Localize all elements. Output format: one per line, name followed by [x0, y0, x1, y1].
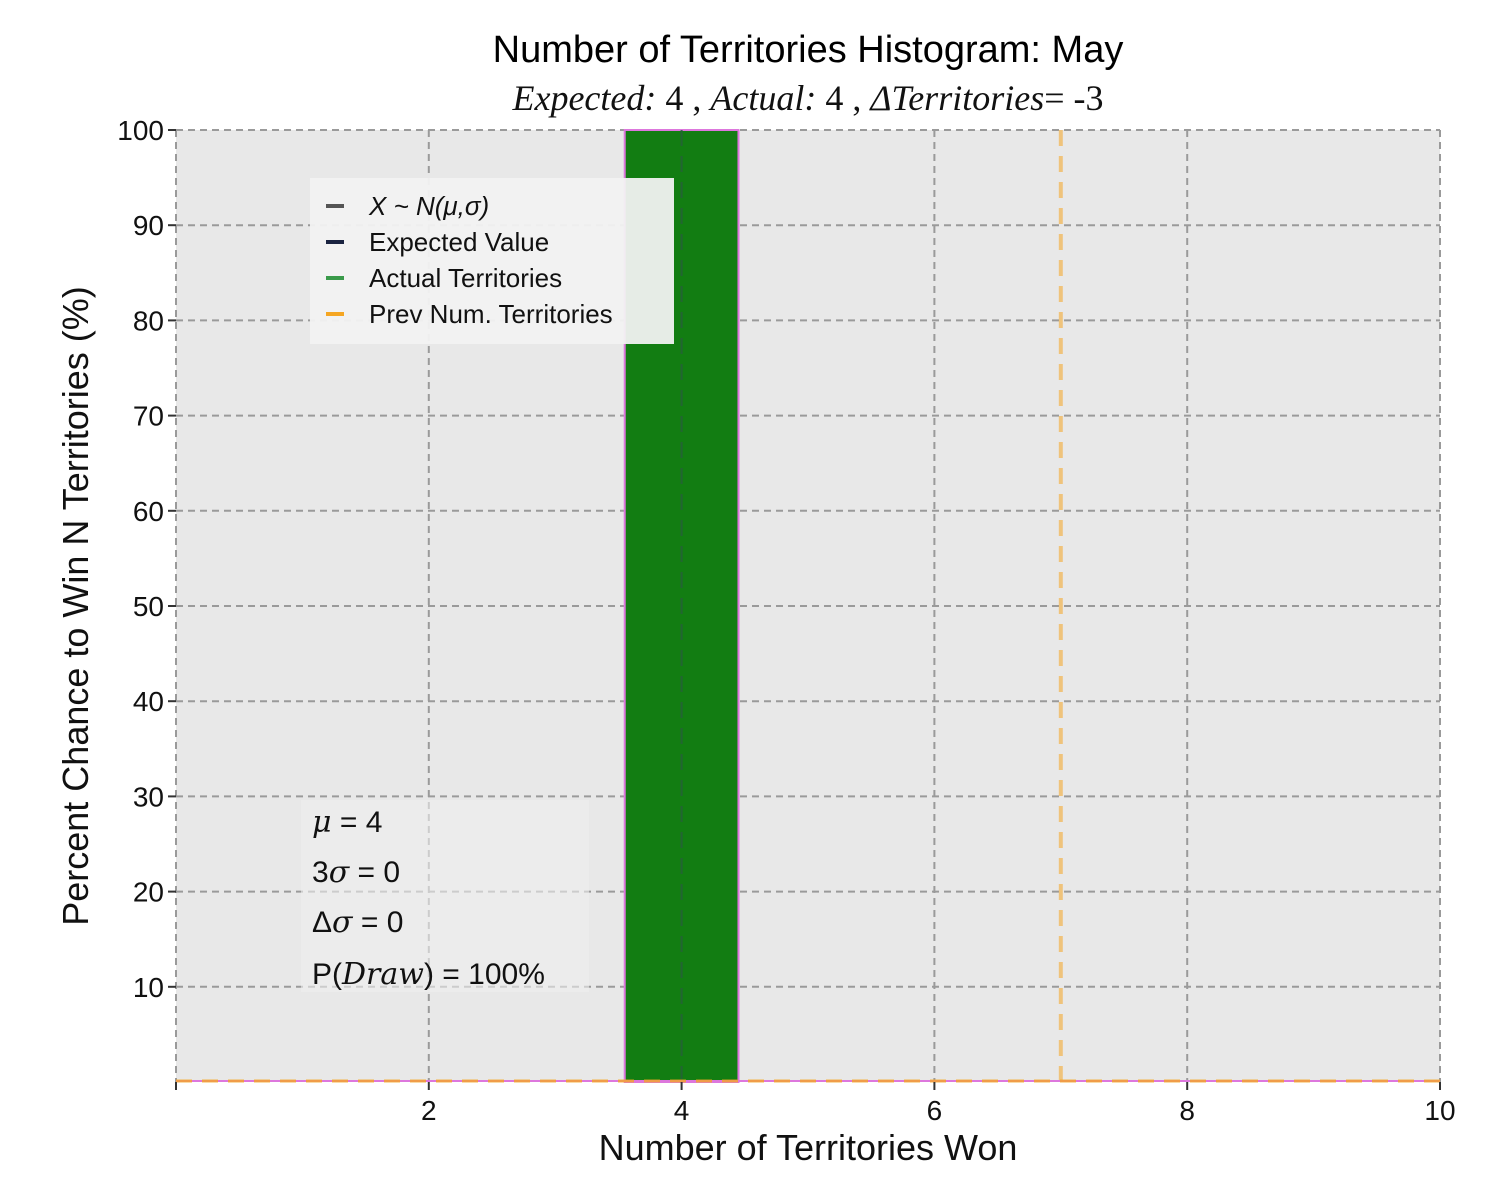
legend-label: Prev Num. Territories	[369, 299, 613, 329]
stats-3sigma-prefix: 3	[312, 856, 329, 889]
legend-label: Expected Value	[369, 227, 549, 257]
y-tick-label: 40	[133, 686, 164, 717]
x-tick-label: 8	[1179, 1095, 1195, 1126]
stats-dsigma-prefix: Δ	[312, 906, 332, 939]
stats-mu: μ = 4	[312, 805, 382, 840]
legend-label: Actual Territories	[369, 263, 562, 293]
y-axis-label: Percent Chance to Win N Territories (%)	[55, 286, 96, 926]
legend-box	[310, 178, 674, 344]
x-tick-label: 10	[1424, 1095, 1455, 1126]
subtitle-delta-value: = -3	[1044, 78, 1103, 118]
stats-dsigma: Δσ = 0	[312, 905, 403, 940]
subtitle-expected-label: Expected:	[511, 78, 656, 118]
stats-pdraw-prefix: P(	[312, 958, 342, 991]
y-tick-label: 80	[133, 305, 164, 336]
x-tick-label: 2	[421, 1095, 437, 1126]
subtitle-delta-label: ΔTerritories	[868, 78, 1044, 118]
stats-mu-symbol: μ	[312, 805, 332, 840]
stats-mu-value: = 4	[332, 806, 383, 839]
subtitle-separator-1: ,	[692, 78, 701, 118]
x-tick-label: 4	[674, 1095, 690, 1126]
stats-dsigma-value: = 0	[353, 906, 404, 939]
stats-pdraw-value: ) = 100%	[424, 958, 545, 991]
x-tick-label: 6	[927, 1095, 943, 1126]
y-tick-label: 10	[133, 972, 164, 1003]
x-axis-label: Number of Territories Won	[599, 1127, 1018, 1168]
chart-subtitle: Expected: 4 , Actual: 4 , ΔTerritories= …	[511, 78, 1103, 118]
stats-pdraw-symbol: Draw	[341, 957, 424, 992]
subtitle-actual-label: Actual:	[708, 78, 816, 118]
legend-label: X ~ N(μ,σ)	[368, 191, 489, 221]
y-tick-label: 50	[133, 591, 164, 622]
chart-title: Number of Territories Histogram: May	[493, 29, 1124, 71]
y-tick-label: 70	[133, 401, 164, 432]
subtitle-separator-2: ,	[852, 78, 861, 118]
tick-group: 2 4 6 8 10 10 20 30 40 50 60 70 80 90 100	[117, 115, 1455, 1126]
stats-dsigma-symbol: σ	[332, 905, 354, 940]
stats-pdraw: P(Draw) = 100%	[312, 957, 545, 992]
reference-lines	[176, 130, 1440, 1083]
legend: X ~ N(μ,σ) Expected Value Actual Territori…	[310, 178, 674, 344]
subtitle-expected-value: 4	[665, 78, 683, 118]
stats-3sigma-symbol: σ	[329, 855, 351, 890]
stats-3sigma-value: = 0	[349, 856, 400, 889]
stats-3sigma: 3σ = 0	[312, 855, 400, 890]
y-tick-label: 30	[133, 781, 164, 812]
y-tick-label: 60	[133, 496, 164, 527]
stats-box-bg	[301, 800, 589, 992]
y-tick-label: 100	[117, 115, 164, 146]
subtitle-actual-value: 4	[825, 78, 843, 118]
stats-box: μ = 4 3σ = 0 Δσ = 0 P(Draw) = 100%	[301, 800, 589, 992]
y-tick-label: 90	[133, 210, 164, 241]
y-tick-label: 20	[133, 877, 164, 908]
